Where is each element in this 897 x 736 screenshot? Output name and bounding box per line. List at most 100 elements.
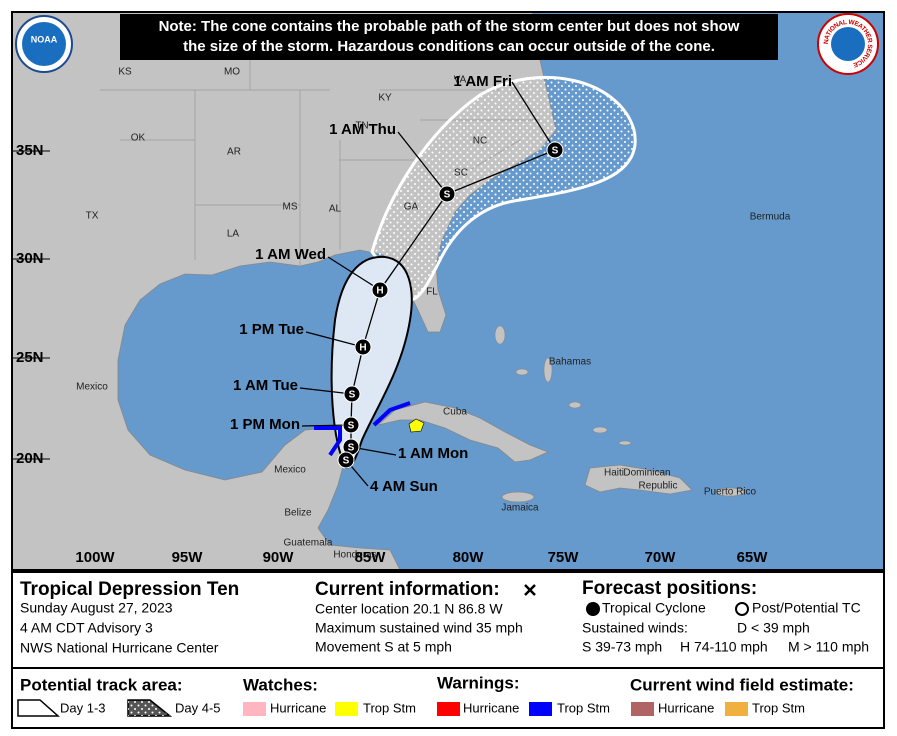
note-line: Note: The cone contains the probable pat… xyxy=(159,18,740,35)
track-point xyxy=(546,141,564,159)
track-symbol: S xyxy=(348,443,355,454)
current-location-icon xyxy=(524,584,536,596)
lon-label: 75W xyxy=(548,549,580,566)
place-label: Guatemala xyxy=(284,538,333,549)
place-label: VA xyxy=(454,75,467,86)
track-label: 1 PM Tue xyxy=(239,321,304,338)
track-label: 1 AM Tue xyxy=(233,377,298,394)
current-heading: Current information: xyxy=(315,579,500,600)
warn-ts-swatch xyxy=(529,702,552,716)
forecast-d: D < 39 mph xyxy=(737,620,810,636)
lat-label: 30N xyxy=(16,250,44,267)
place-label: AL xyxy=(329,204,342,215)
track-point xyxy=(438,185,456,203)
storm-advisory: 4 AM CDT Advisory 3 xyxy=(20,620,153,636)
forecast-post: Post/Potential TC xyxy=(752,600,861,616)
lon-label: 90W xyxy=(263,549,295,566)
day13-icon xyxy=(17,699,60,717)
track-label: 1 AM Thu xyxy=(329,121,396,138)
warn-ts: Trop Stm xyxy=(557,700,610,715)
track-symbol: H xyxy=(359,343,366,354)
wind-field xyxy=(408,418,425,433)
place-label: SC xyxy=(454,168,468,179)
puerto-rico xyxy=(715,487,745,497)
warning-coast xyxy=(314,426,342,457)
place-label: Haiti xyxy=(604,468,624,479)
place-label: Honduras xyxy=(333,550,376,561)
lon-label: 95W xyxy=(172,549,204,566)
place-label: KS xyxy=(118,67,132,78)
track-symbol: S xyxy=(348,421,355,432)
day45-dots xyxy=(128,700,170,716)
storm-title: Tropical Depression Ten xyxy=(20,579,239,600)
wind-ts-swatch xyxy=(725,702,748,716)
track-label: 4 AM Sun xyxy=(370,478,438,495)
track-point xyxy=(371,281,389,299)
current-line: Center location 20.1 N 86.8 W xyxy=(315,601,503,617)
cuba xyxy=(377,401,550,463)
track-point xyxy=(342,416,360,434)
forecast-h: H 74-110 mph xyxy=(680,639,768,655)
track-area-heading: Potential track area: xyxy=(20,675,183,694)
watch-hurricane-swatch xyxy=(243,702,266,716)
watch-ts-swatch xyxy=(335,702,358,716)
track-symbol: H xyxy=(376,286,383,297)
place-label: GA xyxy=(404,202,419,213)
place-label: FL xyxy=(426,287,438,298)
wind-ts: Trop Stm xyxy=(752,700,805,715)
track-label: 1 AM Mon xyxy=(398,445,468,462)
track-symbol: S xyxy=(444,190,451,201)
place-label: TN xyxy=(355,121,368,132)
track-label: 1 AM Fri xyxy=(453,73,512,90)
place-label: Bahamas xyxy=(549,357,591,368)
place-label: Dominican xyxy=(623,468,670,479)
post-icon xyxy=(735,602,749,616)
lat-label: 20N xyxy=(16,450,44,467)
wind-hurricane-swatch xyxy=(631,702,654,716)
warnings-heading: Warnings: xyxy=(437,673,519,692)
track-point xyxy=(337,451,355,469)
wind-hurricane: Hurricane xyxy=(658,700,714,715)
place-label: OK xyxy=(131,133,146,144)
track-symbol: S xyxy=(552,146,559,157)
track-point xyxy=(343,385,361,403)
lon-label: 80W xyxy=(453,549,485,566)
current-line: Movement S at 5 mph xyxy=(315,639,452,655)
place-label: Belize xyxy=(284,508,312,519)
lon-label: 70W xyxy=(645,549,677,566)
lon-label: 65W xyxy=(737,549,769,566)
lat-label: 25N xyxy=(16,349,44,366)
watch-hurricane: Hurricane xyxy=(270,700,326,715)
current-line: Maximum sustained wind 35 mph xyxy=(315,620,523,636)
track-label: 1 AM Wed xyxy=(255,246,326,263)
forecast-heading: Forecast positions: xyxy=(582,578,757,599)
noaa-logo-inner xyxy=(22,22,66,66)
note-box xyxy=(120,14,778,60)
map xyxy=(12,12,884,570)
warning-coast xyxy=(372,401,411,427)
track-point xyxy=(354,338,372,356)
jamaica xyxy=(501,491,535,503)
cone-day-4-5 xyxy=(370,75,637,302)
place-label: Mexico xyxy=(76,382,108,393)
day13-label: Day 1-3 xyxy=(60,700,106,715)
watch-ts: Trop Stm xyxy=(363,700,416,715)
wind-field-heading: Current wind field estimate: xyxy=(630,675,854,694)
day45-label: Day 4-5 xyxy=(175,700,221,715)
place-label: NC xyxy=(473,136,487,147)
nws-logo-inner xyxy=(831,27,865,61)
warn-hurricane: Hurricane xyxy=(463,700,519,715)
track-symbol: S xyxy=(343,456,350,467)
forecast-winds: Sustained winds: xyxy=(582,620,688,636)
place-label: Republic xyxy=(639,481,678,492)
place-label: Jamaica xyxy=(501,503,539,514)
place-label: MO xyxy=(224,67,240,78)
forecast-s: S 39-73 mph xyxy=(582,639,662,655)
note-line: the size of the storm. Hazardous conditi… xyxy=(183,38,715,55)
lon-label: 100W xyxy=(75,549,115,566)
tropical-icon xyxy=(586,602,600,616)
track-label: 1 PM Mon xyxy=(230,416,300,433)
warn-hurricane-swatch xyxy=(437,702,460,716)
place-label: MS xyxy=(283,202,298,213)
